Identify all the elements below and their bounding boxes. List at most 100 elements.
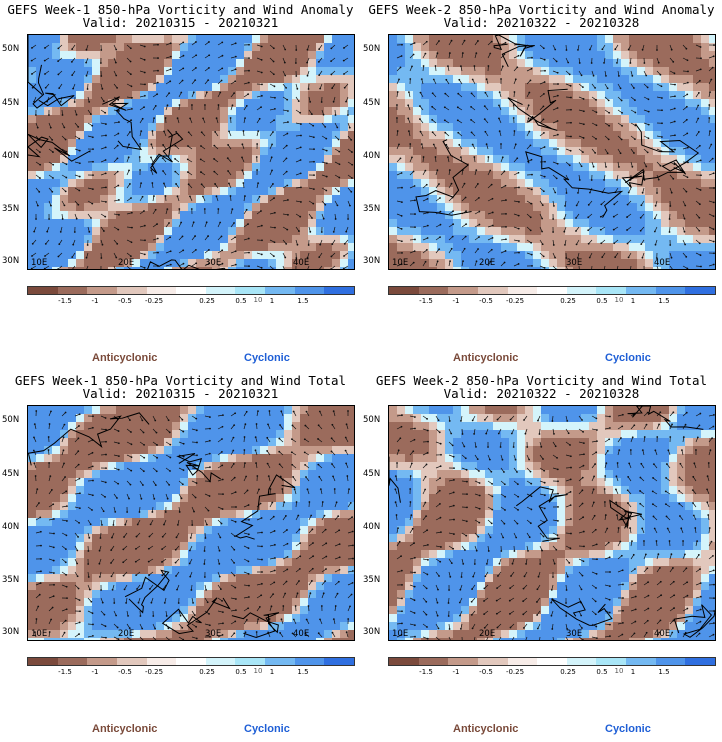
- coastline-border: [609, 499, 642, 529]
- coastline-border: [627, 406, 704, 430]
- wind-vector: [152, 636, 157, 640]
- wind-vector: [616, 265, 619, 269]
- colorbar-swatch: [57, 658, 88, 665]
- vorticity-map: [27, 405, 355, 641]
- colorbar-swatch: [626, 658, 656, 665]
- coastline-border: [102, 96, 143, 151]
- coastline-border: [32, 64, 75, 109]
- wind-vector: [603, 265, 606, 269]
- cyclonic-label: Cyclonic: [244, 352, 290, 364]
- colorbar-swatch: [294, 287, 325, 294]
- wind-vector: [282, 265, 285, 269]
- colorbar-swatch: [389, 658, 419, 665]
- colorbar-swatch: [87, 658, 117, 665]
- cyclonic-label: Cyclonic: [605, 723, 651, 735]
- colorbar-swatch: [655, 287, 686, 294]
- colorbar-swatch: [507, 287, 538, 294]
- longitude-label: 30E: [205, 258, 222, 268]
- coastline-border: [28, 412, 150, 466]
- colorbar-tick-label: -0.25: [505, 668, 525, 676]
- latitude-label: 40N: [2, 151, 20, 161]
- vorticity-field: [28, 35, 354, 269]
- wind-vector: [591, 265, 593, 269]
- wind-vector: [72, 265, 76, 269]
- colorbar-swatch: [87, 287, 117, 294]
- colorbar-swatch: [477, 287, 508, 294]
- colorbar-swatch: [324, 658, 355, 665]
- wind-vector: [656, 265, 659, 269]
- wind-vector: [86, 265, 89, 269]
- colorbar-swatch: [477, 658, 508, 665]
- anticyclonic-label: Anticyclonic: [453, 723, 519, 735]
- latitude-label: 30N: [2, 256, 20, 266]
- longitude-label: 20E: [479, 629, 496, 639]
- coastline-border: [551, 598, 613, 626]
- latitude-label: 40N: [363, 522, 381, 532]
- coastline-border: [234, 474, 296, 540]
- colorbar-swatch: [596, 658, 627, 665]
- colorbar-swatch: [265, 287, 295, 294]
- colorbar-tick-label: -0.5: [118, 668, 132, 676]
- latitude-label: 45N: [363, 469, 381, 479]
- colorbar-tick-label: 0.5: [596, 668, 608, 676]
- wind-vector: [552, 636, 554, 640]
- wind-vector: [525, 636, 528, 640]
- latitude-label: 45N: [2, 469, 20, 479]
- vorticity-map: [388, 405, 716, 641]
- panel-valid-dates: Valid: 20210315 - 20210321: [82, 15, 279, 30]
- colorbar-swatch: [448, 287, 478, 294]
- colorbar-swatch: [116, 658, 147, 665]
- colorbar-swatch: [28, 287, 58, 294]
- panel-valid-dates: Valid: 20210315 - 20210321: [82, 386, 279, 401]
- latitude-label: 50N: [2, 44, 20, 54]
- longitude-label: 10E: [392, 629, 409, 639]
- colorbar-labels: -1.5 -1 -0.5 -0.25 0.25 0.5 1 1.5 10: [27, 296, 355, 307]
- longitude-label: 40E: [293, 258, 310, 268]
- colorbar-swatch: [57, 287, 88, 294]
- coastline-border: [161, 597, 231, 635]
- colorbar-swatch: [389, 287, 419, 294]
- colorbar-swatch: [655, 658, 686, 665]
- colorbar-tick-label: -0.5: [118, 297, 132, 305]
- colorbar-tick-label: -1.5: [58, 668, 72, 676]
- panel-title: GEFS Week-1 850-hPa Vorticity and Wind T…: [14, 373, 347, 388]
- colorbar-swatch: [566, 287, 597, 294]
- colorbar-swatch: [685, 287, 716, 294]
- latitude-label: 45N: [2, 98, 20, 108]
- anticyclonic-label: Anticyclonic: [92, 723, 158, 735]
- wind-vector: [319, 265, 323, 269]
- colorbar-scale-mark: 10: [253, 667, 263, 675]
- coastline-border: [124, 569, 170, 614]
- colorbar: [27, 286, 355, 295]
- colorbar-swatch: [235, 287, 266, 294]
- panel-valid-dates: Valid: 20210322 - 20210328: [443, 386, 640, 401]
- colorbar-swatch: [235, 658, 266, 665]
- colorbar-tick-label: 1: [630, 297, 636, 305]
- wind-vector: [512, 636, 515, 640]
- colorbar-swatch: [596, 287, 627, 294]
- colorbar-tick-label: -0.25: [505, 297, 525, 305]
- colorbar-tick-label: 1: [269, 297, 275, 305]
- coastline-border: [507, 88, 568, 131]
- colorbar-tick-label: 1.5: [658, 297, 670, 305]
- coastline-border: [147, 259, 226, 269]
- colorbar-tick-label: 0.25: [560, 297, 576, 305]
- latitude-label: 50N: [2, 415, 20, 425]
- colorbar-tick-label: -0.5: [479, 668, 493, 676]
- vorticity-field: [389, 35, 715, 269]
- colorbar-swatch: [324, 287, 355, 294]
- panel-valid-dates: Valid: 20210322 - 20210328: [443, 15, 640, 30]
- coastline-border: [635, 123, 700, 175]
- colorbar-scale-mark: 10: [614, 296, 624, 304]
- longitude-label: 30E: [205, 629, 222, 639]
- wind-vector: [565, 265, 568, 269]
- wind-vector: [630, 265, 632, 269]
- colorbar-tick-label: 0.25: [560, 668, 576, 676]
- colorbar-swatch: [537, 287, 567, 294]
- colorbar-tick-label: 0.25: [199, 297, 215, 305]
- latitude-label: 40N: [2, 522, 20, 532]
- longitude-label: 30E: [566, 258, 583, 268]
- map-panel: GEFS Week-2 850-hPa Vorticity and Wind T…: [361, 371, 722, 742]
- wind-vector: [498, 636, 502, 640]
- latitude-label: 40N: [363, 151, 381, 161]
